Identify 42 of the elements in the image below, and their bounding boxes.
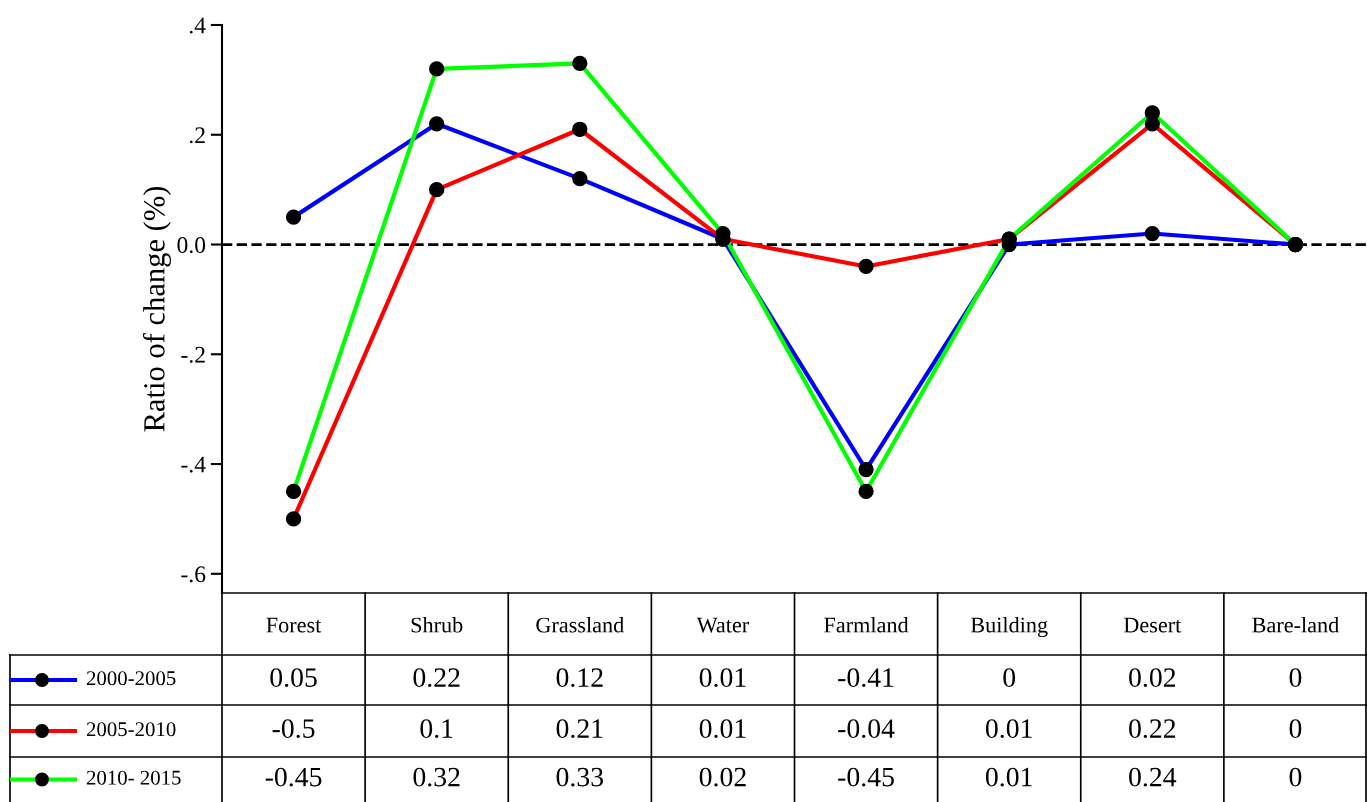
y-tick-label: -.6	[181, 566, 206, 583]
y-tick-label: -.4	[181, 456, 206, 473]
x-tick-label: Water	[696, 617, 749, 633]
data-label: -0.5	[272, 719, 315, 739]
x-tick-label: Grassland	[536, 616, 624, 633]
data-label: 0.01	[985, 767, 1032, 787]
data-label: -0.41	[838, 668, 894, 688]
data-label: 0.05	[270, 668, 317, 688]
data-label: 0.12	[556, 668, 603, 688]
data-label: 0.01	[985, 719, 1032, 739]
data-label: 0	[1003, 668, 1016, 687]
x-tick-label: Forest	[266, 617, 322, 633]
data-label: 0.22	[413, 668, 460, 688]
x-tick-label: Desert	[1123, 617, 1182, 633]
data-label: 0.21	[556, 719, 603, 739]
y-tick-label: -.2	[181, 346, 205, 363]
x-tick-label: Bare-land	[1252, 616, 1339, 633]
legend-label: 2010- 2015	[86, 770, 181, 785]
x-tick-label: Farmland	[824, 616, 909, 633]
data-label: 0	[1289, 668, 1302, 687]
x-tick-label: Shrub	[411, 616, 463, 633]
x-tick-label: Building	[970, 616, 1048, 638]
data-label: -0.45	[838, 767, 894, 787]
data-label: 0.1	[420, 719, 453, 739]
data-label: -0.45	[265, 767, 322, 787]
legend-label: 2000-2005	[86, 671, 176, 686]
y-axis-title: Ratio of change (%)	[142, 186, 171, 432]
data-label: 0.32	[413, 767, 460, 787]
data-label: 0.33	[556, 767, 604, 787]
data-label: 0	[1289, 719, 1302, 738]
data-label: -0.04	[838, 719, 895, 739]
y-tick-label: .2	[189, 127, 205, 144]
data-label: 0.02	[1129, 668, 1176, 688]
legend-label: 2005-2010	[86, 722, 176, 737]
y-tick-label: 0.0	[177, 237, 206, 254]
data-label: 0	[1289, 767, 1302, 787]
y-tick-label: .4	[189, 17, 206, 34]
data-label: 0.22	[1129, 719, 1176, 739]
data-label: 0.01	[699, 719, 746, 739]
data-label: 0.24	[1129, 767, 1177, 787]
data-label: 0.02	[699, 767, 746, 787]
data-label: 0.01	[699, 668, 746, 688]
